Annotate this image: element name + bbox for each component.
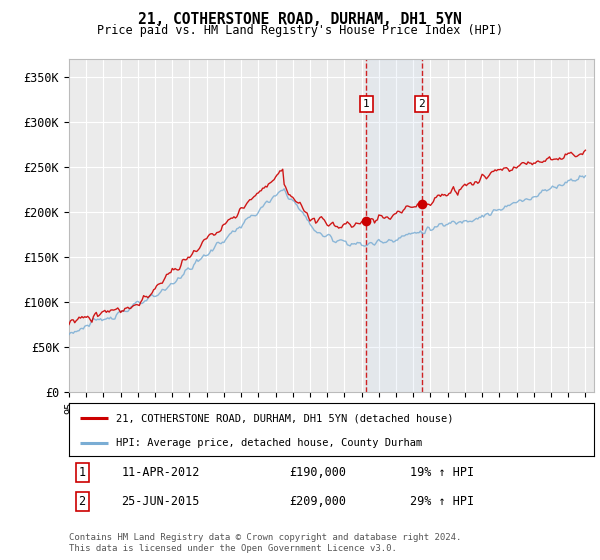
Text: Price paid vs. HM Land Registry's House Price Index (HPI): Price paid vs. HM Land Registry's House … (97, 24, 503, 37)
Text: 11-APR-2012: 11-APR-2012 (121, 465, 200, 479)
Text: 2: 2 (79, 495, 86, 508)
Text: £209,000: £209,000 (290, 495, 347, 508)
Bar (367, 59, 422, 392)
Text: HPI: Average price, detached house, County Durham: HPI: Average price, detached house, Coun… (116, 437, 422, 447)
Text: 2: 2 (418, 99, 425, 109)
Text: £190,000: £190,000 (290, 465, 347, 479)
Text: 29% ↑ HPI: 29% ↑ HPI (410, 495, 475, 508)
Text: 21, COTHERSTONE ROAD, DURHAM, DH1 5YN: 21, COTHERSTONE ROAD, DURHAM, DH1 5YN (138, 12, 462, 27)
Text: 21, COTHERSTONE ROAD, DURHAM, DH1 5YN (detached house): 21, COTHERSTONE ROAD, DURHAM, DH1 5YN (d… (116, 413, 454, 423)
Text: 19% ↑ HPI: 19% ↑ HPI (410, 465, 475, 479)
Text: 25-JUN-2015: 25-JUN-2015 (121, 495, 200, 508)
Text: 1: 1 (363, 99, 370, 109)
Text: Contains HM Land Registry data © Crown copyright and database right 2024.
This d: Contains HM Land Registry data © Crown c… (69, 533, 461, 553)
Text: 1: 1 (79, 465, 86, 479)
